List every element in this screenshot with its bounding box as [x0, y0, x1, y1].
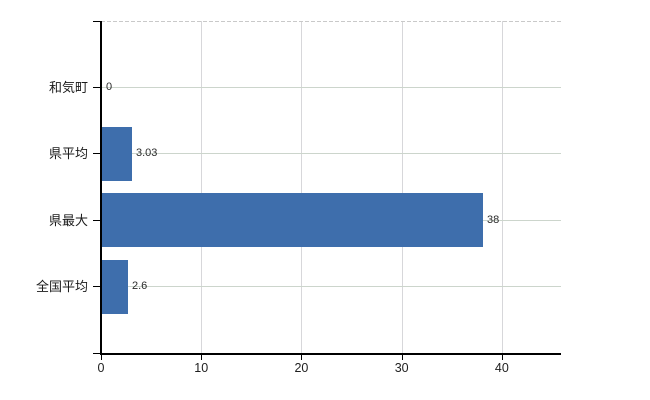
bar-value-label: 3.03 — [136, 147, 158, 160]
y-axis-tick — [93, 286, 100, 288]
x-axis-tick-label: 30 — [394, 361, 409, 375]
x-axis-line — [100, 353, 561, 355]
bar — [102, 259, 128, 314]
x-axis-tick — [201, 355, 203, 360]
bar — [102, 193, 483, 248]
x-axis-tick — [101, 355, 102, 360]
vertical-gridline — [501, 21, 503, 353]
vertical-gridline — [201, 21, 203, 353]
bar-value-label: 0 — [106, 80, 113, 93]
y-axis-line — [100, 21, 102, 354]
x-axis-tick — [401, 355, 403, 360]
bar — [102, 126, 132, 181]
category-label: 全国平均 — [35, 279, 88, 295]
y-axis-tick — [93, 20, 100, 22]
x-axis-tick-label: 10 — [194, 361, 209, 375]
x-axis-tick-label: 20 — [294, 361, 309, 375]
horizontal-gridline — [101, 153, 561, 155]
vertical-gridline — [301, 21, 303, 353]
x-axis-tick-label: 40 — [494, 361, 509, 375]
category-label: 和気町 — [48, 79, 88, 95]
plot-top-border — [101, 21, 561, 22]
bar-value-label: 38 — [487, 213, 500, 226]
category-label: 県平均 — [48, 146, 88, 162]
plot-area — [101, 21, 561, 353]
y-axis-tick — [93, 219, 100, 221]
x-axis-tick — [501, 355, 503, 360]
vertical-gridline — [401, 21, 403, 353]
bar-value-label: 2.6 — [132, 280, 148, 293]
x-axis-tick-label: 0 — [97, 361, 105, 375]
y-axis-tick — [93, 352, 100, 354]
category-label: 県最大 — [48, 212, 88, 228]
y-axis-tick — [93, 153, 100, 155]
x-axis-tick — [301, 355, 303, 360]
horizontal-gridline — [101, 286, 561, 288]
y-axis-tick — [93, 86, 100, 88]
horizontal-gridline — [101, 86, 561, 88]
